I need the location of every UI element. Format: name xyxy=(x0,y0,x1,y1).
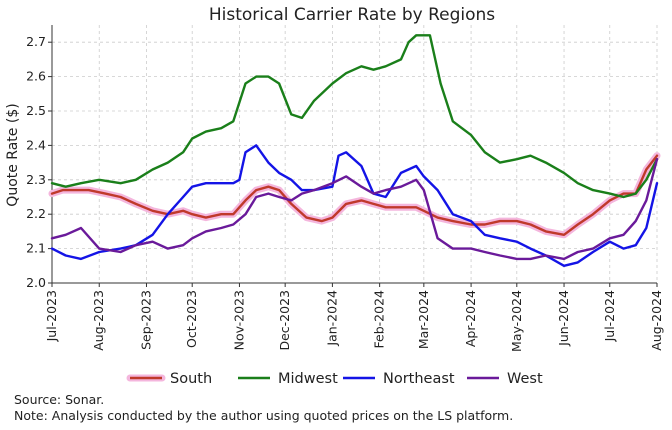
x-tick-label: Mar-2024 xyxy=(416,290,431,349)
x-tick-label: May-2024 xyxy=(509,290,524,352)
x-tick-label: Aug-2023 xyxy=(91,290,106,351)
legend-label-south: South xyxy=(170,371,212,387)
y-tick-label: 2.2 xyxy=(26,206,46,221)
x-tick-label: Oct-2023 xyxy=(184,290,199,348)
series-south-halo xyxy=(48,152,661,239)
x-tick-label: Dec-2023 xyxy=(277,290,292,351)
x-tick-label: Jan-2024 xyxy=(324,290,339,347)
y-tick-label: 2.0 xyxy=(26,275,46,290)
series-lines xyxy=(48,34,661,267)
legend-label-northeast: Northeast xyxy=(383,371,455,387)
x-tick-label: Jul-2023 xyxy=(44,290,59,342)
series-south-line xyxy=(50,154,659,237)
y-tick-label: 2.4 xyxy=(26,137,46,152)
x-tick-label: Aug-2024 xyxy=(649,290,664,351)
y-tick-label: 2.7 xyxy=(26,34,46,49)
legend: South Midwest Northeast West xyxy=(126,371,543,387)
x-tick-label: Jun-2024 xyxy=(556,290,571,347)
series-midwest-line xyxy=(50,34,659,199)
legend-label-west: West xyxy=(507,371,543,387)
source-note: Source: Sonar. xyxy=(14,392,104,407)
y-axis-label: Quote Rate ($) xyxy=(5,103,21,206)
x-tick-label: Apr-2024 xyxy=(463,290,478,347)
legend-label-midwest: Midwest xyxy=(278,371,338,387)
series-northeast-line xyxy=(50,144,659,267)
y-tick-label: 2.6 xyxy=(26,69,46,84)
x-tick-label: Feb-2024 xyxy=(372,290,387,349)
y-tick-label: 2.5 xyxy=(26,103,46,118)
series-west-line xyxy=(50,157,659,261)
axes: 2.0 2.1 2.2 2.3 2.4 2.5 2.6 2.7 Jul-2023 Aug-2023… xyxy=(26,25,664,352)
analysis-note: Note: Analysis conducted by the author u… xyxy=(14,408,513,423)
x-tick-label: Jul-2024 xyxy=(602,290,617,342)
x-tick-label: Sep-2023 xyxy=(138,290,153,350)
y-tick-label: 2.3 xyxy=(26,172,46,187)
y-tick-label: 2.1 xyxy=(26,241,46,256)
chart-title: Historical Carrier Rate by Regions xyxy=(209,5,495,25)
x-tick-label: Nov-2023 xyxy=(231,290,246,350)
